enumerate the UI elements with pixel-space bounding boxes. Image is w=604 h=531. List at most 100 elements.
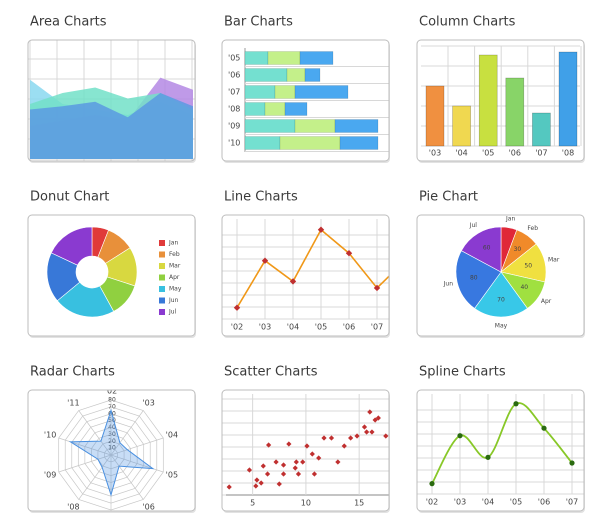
legend-label: May xyxy=(169,286,182,293)
x-tick-label: '05 xyxy=(315,323,327,332)
slice-label: Mar xyxy=(548,256,560,263)
r-tick-label: 50 xyxy=(108,417,116,424)
point xyxy=(341,443,347,449)
bar xyxy=(244,51,269,65)
thumbnail: 1020304050607080'02'03'04'05'06'07'08'09… xyxy=(44,387,178,511)
marker xyxy=(373,284,381,292)
r-tick-label: 40 xyxy=(108,424,116,431)
column xyxy=(532,112,551,147)
marker xyxy=(261,257,269,264)
point xyxy=(364,429,370,435)
legend-swatch xyxy=(159,286,165,292)
slice-label: Jun xyxy=(443,281,454,288)
axis-label: '05 xyxy=(166,470,178,479)
column xyxy=(425,85,445,147)
card-border xyxy=(416,39,585,162)
marker xyxy=(402,258,408,264)
point xyxy=(226,484,232,490)
card-border xyxy=(221,214,390,337)
point xyxy=(295,471,302,477)
point xyxy=(309,451,315,457)
r-tick-label: 30 xyxy=(108,431,116,438)
card-border xyxy=(27,214,196,337)
y-tick-label: '06 xyxy=(228,71,240,80)
x-tick-label: '06 xyxy=(538,498,550,507)
axis-label: '06 xyxy=(142,502,154,511)
marker xyxy=(485,454,491,460)
legend-label: Mar xyxy=(169,263,181,270)
axis-label: '08 xyxy=(67,502,79,511)
x-tick-label: '02 xyxy=(426,498,438,507)
legend-swatch xyxy=(159,240,165,246)
legend-label: Jan xyxy=(168,240,178,247)
axis-label: '10 xyxy=(44,431,56,440)
marker xyxy=(345,250,353,257)
card-border xyxy=(27,389,196,512)
axis-spoke xyxy=(110,437,164,456)
point xyxy=(361,424,368,430)
slice-label: Jul xyxy=(469,222,478,229)
x-tick-label: '07 xyxy=(566,498,578,507)
point xyxy=(316,455,322,461)
x-tick-label: 15 xyxy=(354,499,364,508)
axis-spoke xyxy=(78,454,112,500)
marker xyxy=(289,278,297,285)
card xyxy=(417,390,584,511)
x-tick-label: '07 xyxy=(371,323,383,332)
tile-title: Line Charts xyxy=(224,190,298,205)
slice-label: Apr xyxy=(541,298,552,305)
card-border xyxy=(416,214,585,337)
r-tick-label: 80 xyxy=(108,397,116,404)
x-tick-label: '05 xyxy=(510,498,522,507)
slice xyxy=(56,281,115,318)
axis-label: '03 xyxy=(142,399,154,408)
x-tick-label: '03 xyxy=(259,323,271,332)
legend-label: Jul xyxy=(168,309,177,316)
legend-swatch xyxy=(159,297,165,304)
x-tick-label: 5 xyxy=(250,499,255,508)
axis-label: '09 xyxy=(44,470,56,479)
tile-title: Spline Charts xyxy=(419,365,506,380)
x-tick-label: '07 xyxy=(535,149,547,158)
bar xyxy=(274,85,296,99)
tile-title: Donut Chart xyxy=(30,190,109,205)
x-tick-label: '08 xyxy=(562,149,574,158)
bar xyxy=(339,136,379,150)
legend-swatch xyxy=(159,274,165,281)
area xyxy=(30,93,193,159)
bar xyxy=(264,102,286,116)
point xyxy=(328,435,335,441)
bar xyxy=(244,85,276,99)
x-tick-label: 10 xyxy=(301,499,311,508)
bar xyxy=(244,68,288,82)
point xyxy=(266,442,272,448)
column xyxy=(452,105,471,147)
thumbnail: '03 '04 '05 '06 '07 '08 xyxy=(421,45,582,158)
point xyxy=(311,471,318,477)
y-tick-label: '05 xyxy=(228,54,240,63)
point xyxy=(375,415,381,421)
card-border xyxy=(27,39,196,162)
bar xyxy=(284,102,308,116)
axis-label: '02 xyxy=(105,387,117,396)
thumbnail: '05 '06 '07 '08 '09 '10 xyxy=(228,48,389,152)
value-label: 80 xyxy=(470,275,478,282)
y-tick-label: '08 xyxy=(228,105,240,114)
point xyxy=(321,435,327,441)
tile-title: Area Charts xyxy=(30,15,107,30)
x-tick-label: '03 xyxy=(429,149,441,158)
point xyxy=(286,441,292,447)
card xyxy=(222,215,389,336)
x-tick-label: '04 xyxy=(482,498,494,507)
x-tick-label: '04 xyxy=(455,149,467,158)
column xyxy=(478,54,498,147)
marker xyxy=(429,481,435,487)
value-label: 30 xyxy=(514,246,522,253)
card-border xyxy=(221,389,390,512)
slice-label: Feb xyxy=(527,225,538,232)
tile-title: Scatter Charts xyxy=(224,365,318,380)
legend-label: Feb xyxy=(169,251,180,258)
marker xyxy=(317,226,325,233)
slice xyxy=(50,226,93,266)
